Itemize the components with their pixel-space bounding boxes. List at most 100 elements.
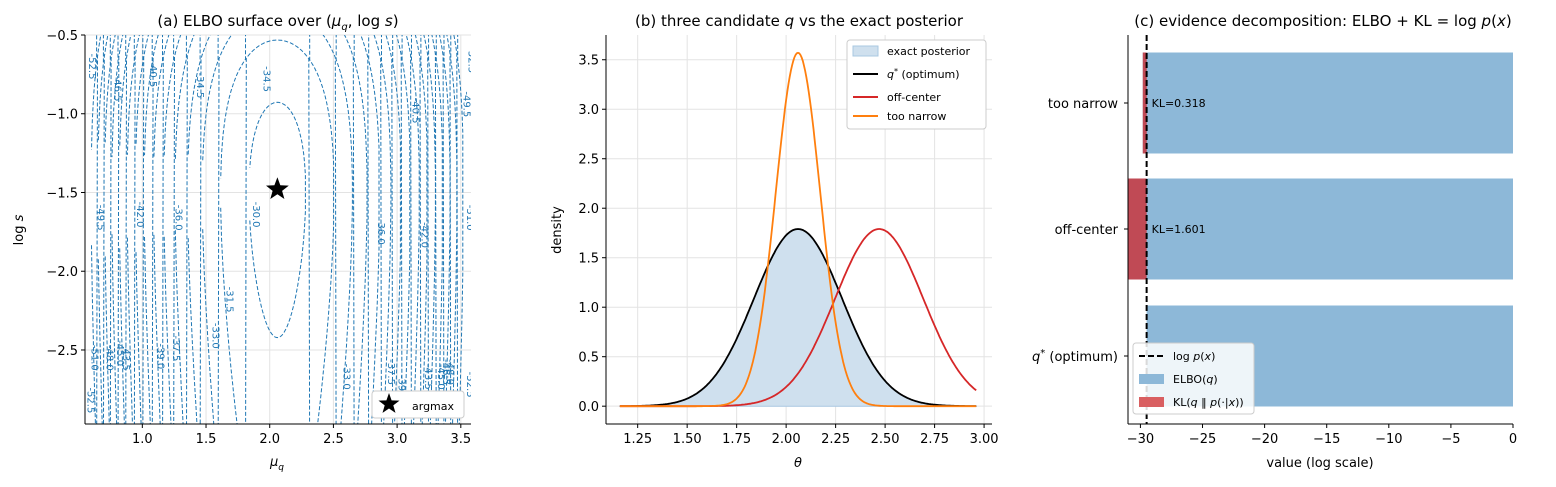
panel-b-x-tick-label: 2.50 bbox=[871, 432, 900, 447]
panel-a-contour-label: -39.0 bbox=[395, 375, 406, 401]
panel-a-contour-line bbox=[135, 35, 420, 424]
panel-b-legend-box bbox=[846, 39, 987, 130]
panel-a-contour-label: -49.5 bbox=[460, 91, 471, 117]
panel-b-y-tick-label: 1.0 bbox=[578, 301, 599, 316]
panel-a-contour-label: -46.5 bbox=[111, 76, 122, 102]
panel-a-contour-label: -34.5 bbox=[260, 66, 271, 92]
panel-a-y-tick-label: −2.0 bbox=[46, 265, 78, 280]
panel-b-x-tick-label: 1.25 bbox=[623, 432, 652, 447]
panel-a-contour-label: -46.5 bbox=[440, 359, 451, 385]
panel-a-contour-line bbox=[249, 101, 306, 339]
panel-a-contour-label: -51.0 bbox=[88, 345, 99, 371]
panel-a-x-ticks: 1.0 1.5 2.0 2.5 3.0 3.5 bbox=[132, 424, 471, 447]
kl-value-label: KL=0.318 bbox=[1152, 97, 1206, 110]
exact-posterior-area bbox=[619, 228, 977, 407]
panel-a-contour-lines bbox=[91, 35, 464, 424]
panel-a-contour-label: -49.5 bbox=[95, 205, 106, 231]
panel-a-contour-line bbox=[202, 35, 353, 424]
panel-a-contour-label: -48.0 bbox=[444, 359, 455, 385]
panel-a-contour-label: -33.0 bbox=[341, 364, 352, 390]
panel-b-title: (b) three candidate q vs the exact poste… bbox=[635, 12, 964, 30]
panel-a-contour-label: -52.5 bbox=[464, 372, 475, 398]
panel-b-x-tick-label: 2.75 bbox=[920, 432, 949, 447]
panel-a-contour-label: -30.0 bbox=[250, 202, 261, 228]
panel-c-x-tick-label: −15 bbox=[1313, 432, 1340, 447]
panel-a-x-tick-label: 1.0 bbox=[132, 432, 153, 447]
panel-a-contour-label: -43.5 bbox=[120, 345, 131, 371]
panel-a-x-label: μq bbox=[269, 455, 284, 473]
panel-c-x-ticks: −30 −25 −20 −15 −10 −5 0 bbox=[1127, 424, 1517, 447]
panel-b-y-tick-label: 0.5 bbox=[578, 351, 599, 366]
panel-c-x-label: value (log scale) bbox=[1266, 456, 1373, 471]
panel-b-x-tick-label: 1.50 bbox=[673, 432, 702, 447]
panel-a-legend-argmax: argmax bbox=[412, 400, 455, 413]
elbo-bar bbox=[1128, 178, 1513, 280]
legend-swatch-exact bbox=[852, 45, 879, 57]
legend-label-elbo: ELBO(q) bbox=[1173, 373, 1218, 386]
panel-a-contour-label: -39.0 bbox=[155, 343, 166, 369]
panel-a-contour-label: -33.0 bbox=[209, 323, 220, 349]
legend-label-off-center: off-center bbox=[887, 91, 941, 104]
panel-c-category-label: too narrow bbox=[1048, 97, 1118, 112]
legend-swatch-kl bbox=[1139, 397, 1164, 407]
panel-a-contour-label: -43.5 bbox=[422, 364, 433, 390]
panel-c-x-tick-label: −20 bbox=[1251, 432, 1278, 447]
panel-a-contour-label: -31.5 bbox=[223, 287, 234, 313]
panel-b-x-tick-label: 3.00 bbox=[970, 432, 999, 447]
panel-a-contour-label: -52.5 bbox=[85, 387, 96, 413]
panel-a-contour-labels: -30.0-31.5-33.0-33.0-34.5-34.5-36.0-36.0… bbox=[85, 47, 476, 413]
panel-c-evidence: (c) evidence decomposition: ELBO + KL = … bbox=[1032, 12, 1517, 471]
panel-a-y-tick-label: −1.0 bbox=[46, 108, 78, 123]
legend-label-kl: KL(q ‖ p(·|x)) bbox=[1173, 396, 1244, 409]
panel-a-contour-line bbox=[91, 35, 464, 424]
panel-b-y-ticks: 0.0 0.5 1.0 1.5 2.0 2.5 3.0 3.5 bbox=[578, 54, 606, 415]
panel-a-legend: argmax bbox=[371, 390, 465, 419]
panel-c-category-labels: q* (optimum) off-center too narrow bbox=[1032, 97, 1128, 365]
panel-a-contour-line bbox=[126, 35, 428, 424]
panel-a-x-tick-label: 1.5 bbox=[196, 432, 217, 447]
panel-b-x-tick-label: 2.25 bbox=[821, 432, 850, 447]
panel-c-x-tick-label: −25 bbox=[1189, 432, 1216, 447]
panel-c-category-label: q* (optimum) bbox=[1032, 348, 1118, 365]
panel-a-elbo-surface: (a) ELBO surface over (μq, log s) -30.0 -… bbox=[12, 12, 476, 473]
panel-b-y-tick-label: 2.0 bbox=[578, 202, 599, 217]
panel-a-contour-label: -52.5 bbox=[86, 54, 97, 80]
panel-a-y-ticks: −2.5 −2.0 −1.5 −1.0 −0.5 bbox=[46, 29, 85, 359]
panel-a-contour-label: -45.0 bbox=[114, 340, 125, 366]
kl-bar bbox=[1128, 178, 1147, 280]
panel-b-y-tick-label: 3.5 bbox=[578, 54, 599, 69]
argmax-star-icon bbox=[266, 177, 289, 199]
panel-a-contour-label: -34.5 bbox=[194, 72, 205, 98]
panel-a-contour-line bbox=[220, 35, 335, 424]
legend-swatch-elbo bbox=[1139, 374, 1164, 384]
kl-value-label: KL=1.601 bbox=[1152, 223, 1206, 236]
kl-bar bbox=[1142, 52, 1147, 154]
panel-a-y-tick-label: −1.5 bbox=[46, 186, 78, 201]
panel-b-curves bbox=[619, 51, 977, 408]
panel-a-contour-label: -42.0 bbox=[134, 202, 145, 228]
panel-b-y-label: density bbox=[550, 206, 565, 254]
panel-a-x-tick-label: 3.5 bbox=[450, 432, 471, 447]
panel-b-y-tick-label: 1.5 bbox=[578, 252, 599, 267]
panel-a-contour-label: -37.5 bbox=[170, 335, 181, 361]
panel-c-x-tick-label: −30 bbox=[1127, 432, 1154, 447]
panel-c-x-tick-label: −5 bbox=[1441, 432, 1460, 447]
panel-a-contour-label: -45.0 bbox=[435, 364, 446, 390]
legend-label-optimum: q* (optimum) bbox=[887, 67, 960, 81]
panel-a-y-tick-label: −2.5 bbox=[46, 344, 78, 359]
panel-a-title: (a) ELBO surface over (μq, log s) bbox=[157, 12, 398, 33]
panel-a-contour-line bbox=[97, 35, 458, 424]
panel-a-contour-label: -52.5 bbox=[465, 47, 476, 73]
panel-c-legend: log p(x) ELBO(q) KL(q ‖ p(·|x)) bbox=[1132, 342, 1255, 415]
panel-a-argmax-marker bbox=[266, 177, 289, 199]
panel-b-x-label: θ bbox=[794, 456, 802, 471]
panel-c-x-tick-label: −10 bbox=[1375, 432, 1402, 447]
panel-a-y-tick-label: −0.5 bbox=[46, 29, 78, 44]
panel-b-legend: exact posterior q* (optimum) off-center … bbox=[846, 39, 987, 130]
panel-a-x-tick-label: 3.0 bbox=[387, 432, 408, 447]
panel-a-axes bbox=[84, 35, 471, 425]
star-icon bbox=[378, 393, 400, 413]
panel-a-contour-label: -37.5 bbox=[385, 359, 396, 385]
panel-c-legend-box bbox=[1132, 342, 1255, 415]
